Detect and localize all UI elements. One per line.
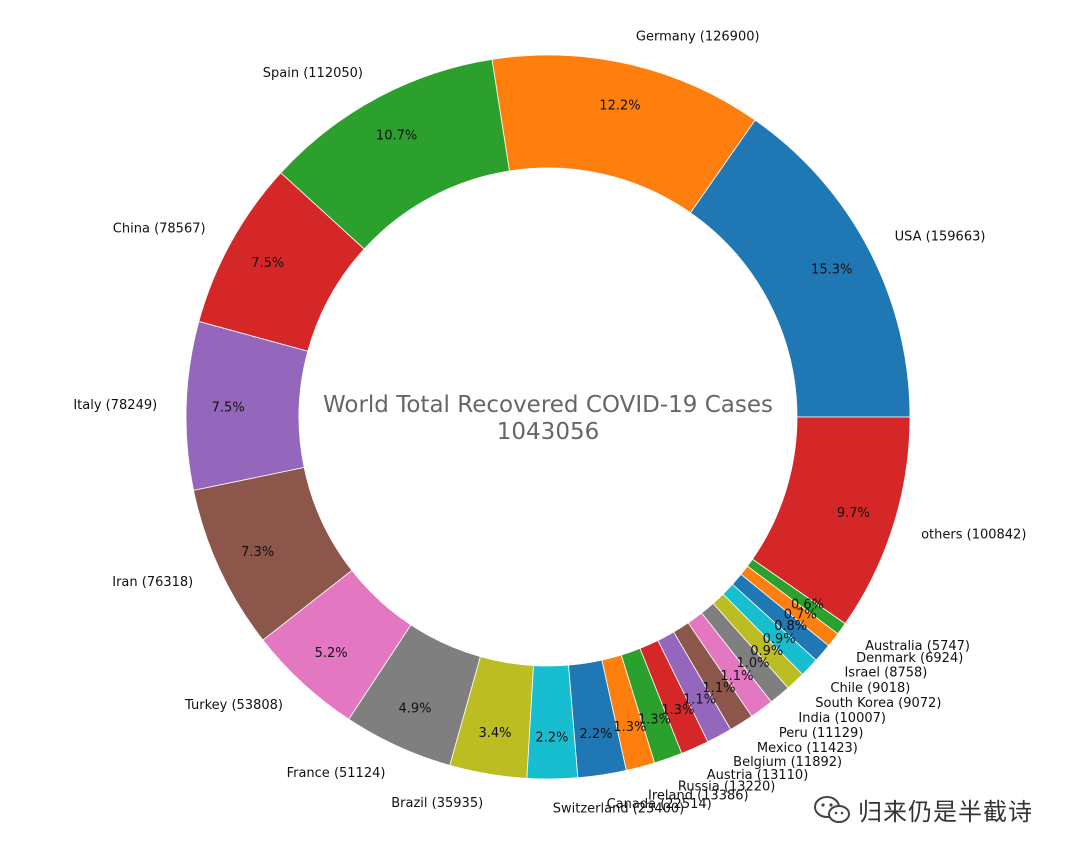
percent-labels-group: 15.3% 12.2% 10.7% 7.5% 7.5% 7.3% 5.2% 4.9% 3.4% 2… (212, 99, 870, 746)
slices-group (185, 54, 911, 780)
total-value: 1043056 (497, 419, 599, 445)
pct-label-south-korea: 0.9% (750, 644, 783, 659)
wechat-icon (814, 795, 850, 823)
pct-label-france: 4.9% (398, 702, 431, 717)
pct-label-chile: 0.9% (763, 632, 796, 647)
slice-label-france: France (51124) (287, 766, 386, 781)
chart-title: World Total Recovered COVID-19 Cases (323, 392, 773, 418)
pct-label-germany: 12.2% (599, 99, 640, 114)
slice-label-italy: Italy (78249) (73, 398, 157, 413)
pct-label-spain: 10.7% (376, 129, 417, 144)
slice-label-australia: Australia (5747) (865, 639, 970, 654)
pct-label-austria: 1.3% (661, 703, 694, 718)
slice-label-iran: Iran (76318) (112, 575, 193, 590)
slice-label-switzerland: Switzerland (23400) (553, 801, 684, 816)
pct-label-china: 7.5% (251, 256, 284, 271)
slice-label-turkey: Turkey (53808) (184, 698, 283, 713)
slice-label-china: China (78567) (113, 222, 206, 237)
slice-label-belgium: Belgium (11892) (733, 755, 842, 770)
pct-label-switzerland: 2.2% (535, 730, 568, 745)
pct-label-peru: 1.1% (720, 669, 753, 684)
pct-label-turkey: 5.2% (315, 646, 348, 661)
slice-label-russia: Russia (13220) (678, 779, 775, 794)
pct-label-ireland: 1.3% (613, 720, 646, 735)
slice-labels-group: USA (159663) Germany (126900) Spain (11205… (73, 30, 1026, 817)
slice-label-austria: Austria (13110) (707, 768, 809, 783)
slice-label-israel: Israel (8758) (844, 665, 927, 680)
pct-label-mexico: 1.1% (702, 681, 735, 696)
slice-label-brazil: Brazil (35935) (391, 796, 483, 811)
slice-label-usa: USA (159663) (895, 230, 986, 245)
pct-label-canada: 2.2% (579, 727, 612, 742)
pct-label-brazil: 3.4% (478, 726, 511, 741)
watermark: 归来仍是半截诗 (812, 792, 1033, 827)
pct-label-belgium: 1.1% (683, 692, 716, 707)
pct-label-iran: 7.3% (241, 545, 274, 560)
pct-label-italy: 7.5% (212, 400, 245, 415)
slice-label-india: India (10007) (798, 711, 886, 726)
slice-label-south-korea: South Korea (9072) (815, 696, 941, 711)
slice-label-germany: Germany (126900) (636, 30, 760, 45)
slice-label-spain: Spain (112050) (263, 66, 363, 81)
slice-label-denmark: Denmark (6924) (856, 651, 963, 666)
slice-label-canada: Canada (22514) (607, 797, 712, 812)
slice-italy (185, 320, 309, 491)
slice-label-mexico: Mexico (11423) (757, 741, 858, 756)
pct-label-australia: 0.6% (791, 598, 824, 613)
slice-label-chile: Chile (9018) (830, 681, 910, 696)
pct-label-india: 1.0% (736, 656, 769, 671)
pct-label-usa: 15.3% (811, 262, 852, 277)
pct-label-israel: 0.8% (774, 619, 807, 634)
pct-label-russia: 1.3% (638, 712, 671, 727)
pct-label-others: 9.7% (837, 506, 870, 521)
slice-label-others: others (100842) (921, 527, 1026, 542)
slice-label-peru: Peru (11129) (779, 726, 864, 741)
pct-label-denmark: 0.7% (784, 607, 817, 622)
slice-others (751, 416, 911, 625)
watermark-text: 归来仍是半截诗 (858, 798, 1033, 826)
slice-label-ireland: Ireland (13386) (648, 788, 749, 803)
